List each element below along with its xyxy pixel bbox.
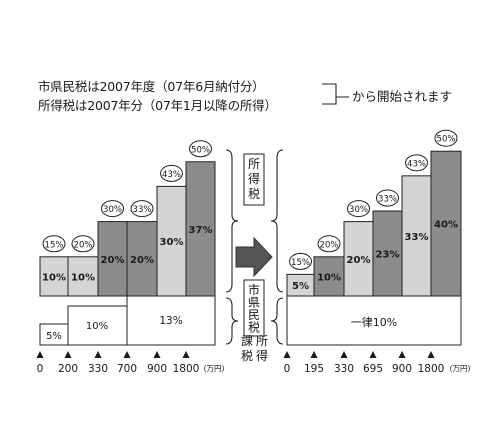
left-axis-tick-label: 330 <box>88 363 108 375</box>
income-tax-rate-label: 10% <box>42 272 66 283</box>
total-rate-label: 15% <box>291 258 310 268</box>
total-rate-circle <box>42 235 66 253</box>
total-rate-circle <box>189 140 212 158</box>
income-tax-rate-label: 23% <box>376 250 400 261</box>
total-rate-label: 20% <box>74 240 93 250</box>
income-tax-bar <box>372 210 403 297</box>
resident-tax-vertical-label-box <box>243 279 265 337</box>
tick-marker-icon <box>64 351 72 358</box>
right-axis-tick-label: 695 <box>363 363 383 375</box>
brace-left-income <box>225 149 239 293</box>
unit-label-left: (万円) <box>204 364 225 373</box>
header-connector-line <box>322 83 349 98</box>
unit-label-right: (万円) <box>450 364 471 373</box>
total-rate-label: 50% <box>437 135 456 145</box>
left-axis-tick-label: 900 <box>147 363 167 375</box>
total-rate-circle <box>71 235 95 253</box>
income-tax-rate-label: 5% <box>292 281 309 292</box>
right-axis-tick-label: 900 <box>392 363 412 375</box>
total-rate-circle <box>160 164 183 182</box>
left-axis-tick-label: 1800 <box>173 363 200 375</box>
left-axis-tick-label: 0 <box>37 363 44 375</box>
income-tax-rate-label: 20% <box>130 255 154 266</box>
total-rate-label: 30% <box>103 205 122 215</box>
right-axis-tick-label: 0 <box>284 363 291 375</box>
resident-tax-rate-label: 13% <box>159 315 182 327</box>
total-rate-label: 50% <box>191 145 210 155</box>
resident-tax-vertical-label: 市 <box>248 282 260 297</box>
right-axis-tick-label: 330 <box>334 363 354 375</box>
tick-marker-icon <box>182 351 190 358</box>
income-tax-rate-label: 30% <box>160 237 184 248</box>
income-tax-bar <box>67 256 99 297</box>
resident-tax-bar <box>126 295 216 346</box>
total-rate-label: 20% <box>320 240 339 250</box>
income-tax-rate-label: 37% <box>189 225 213 236</box>
income-tax-rate-label: 40% <box>434 220 458 231</box>
resident-tax-bar <box>67 305 128 346</box>
income-tax-rate-label: 10% <box>71 272 95 283</box>
total-rate-circle <box>289 252 312 270</box>
income-tax-bar <box>401 175 432 297</box>
income-tax-rate-label: 33% <box>405 232 429 243</box>
resident-tax-rate-label: 10% <box>86 321 108 332</box>
total-rate-label: 15% <box>45 240 64 250</box>
total-rate-circle <box>130 200 154 218</box>
income-tax-vertical-label: 税 <box>248 187 260 201</box>
arrow-icon <box>235 236 273 278</box>
header-resident-tax-line: 市県民税は2007年度（07年6月納付分） <box>38 79 265 94</box>
header-income-tax-line: 所得税は2007年分（07年1月以降の所得） <box>38 98 277 113</box>
total-rate-label: 43% <box>162 170 181 180</box>
total-rate-label: 33% <box>133 205 152 215</box>
tick-marker-icon <box>340 351 348 358</box>
income-tax-vertical-label: 得 <box>248 171 260 186</box>
tick-marker-icon <box>94 351 102 358</box>
taxable-income-label: 税 <box>241 349 253 363</box>
total-rate-label: 33% <box>378 195 397 205</box>
total-rate-circle <box>347 200 370 218</box>
left-axis-tick-label: 700 <box>117 363 137 375</box>
callout-start-text: から開始されます <box>352 89 453 104</box>
income-tax-rate-label: 10% <box>317 272 341 283</box>
total-rate-circle <box>376 189 399 207</box>
tick-marker-icon <box>36 351 44 358</box>
income-tax-rate-label: 20% <box>101 255 125 266</box>
income-tax-bar <box>343 221 374 297</box>
brace-right-income <box>270 149 284 293</box>
taxable-income-label: 得 <box>256 348 268 363</box>
left-axis-tick-label: 200 <box>58 363 78 375</box>
income-tax-vertical-label-box <box>243 153 265 206</box>
tick-marker-icon <box>310 351 318 358</box>
total-rate-circle <box>405 154 428 172</box>
income-tax-vertical-label: 所 <box>248 157 260 171</box>
header-connector-line <box>322 97 337 105</box>
tick-marker-icon <box>369 351 377 358</box>
income-tax-bar <box>430 150 462 297</box>
resident-tax-bar <box>286 295 462 346</box>
income-tax-rate-label: 20% <box>347 255 371 266</box>
right-axis-tick-label: 195 <box>304 363 324 375</box>
total-rate-circle <box>434 129 458 147</box>
taxable-income-label: 課 <box>241 333 253 348</box>
resident-tax-vertical-label: 民 <box>248 308 260 322</box>
total-rate-label: 43% <box>407 159 426 169</box>
resident-tax-rate-label: 5% <box>46 331 62 342</box>
tick-marker-icon <box>427 351 435 358</box>
tick-marker-icon <box>283 351 291 358</box>
total-rate-circle <box>101 200 124 218</box>
tick-marker-icon <box>153 351 161 358</box>
resident-tax-vertical-label: 県 <box>248 296 260 310</box>
taxable-income-label: 所 <box>256 334 268 348</box>
brace-left-resident <box>225 297 239 345</box>
tick-marker-icon <box>398 351 406 358</box>
resident-tax-rate-label: 一律10% <box>351 316 397 329</box>
tick-marker-icon <box>123 351 131 358</box>
total-rate-circle <box>317 235 341 253</box>
brace-right-resident <box>270 297 284 345</box>
resident-tax-vertical-label: 税 <box>248 321 260 335</box>
total-rate-label: 30% <box>349 205 368 215</box>
right-axis-tick-label: 1800 <box>418 363 445 375</box>
